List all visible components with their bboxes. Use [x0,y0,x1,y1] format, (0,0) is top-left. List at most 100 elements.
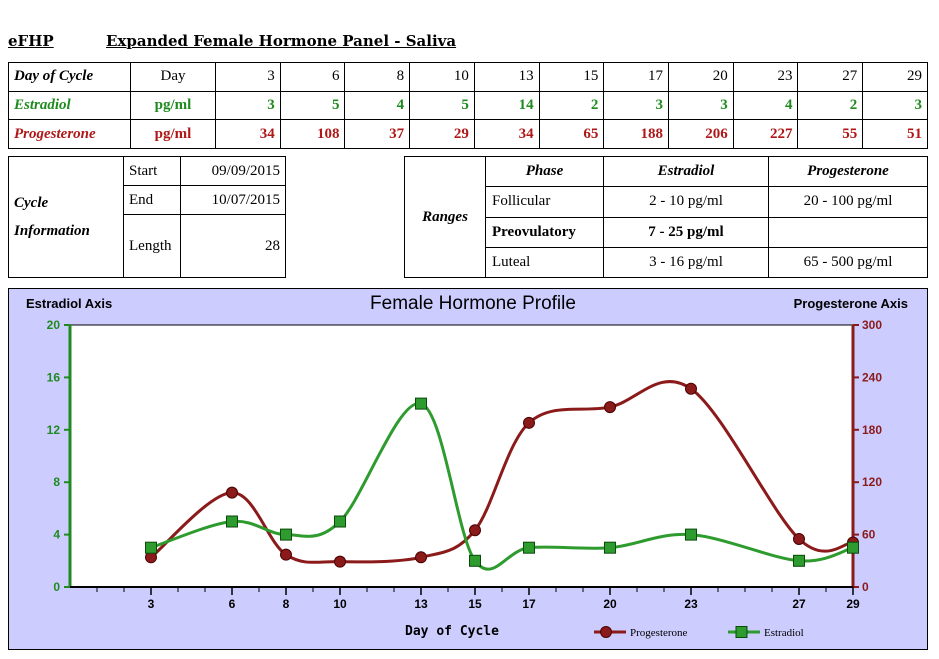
chart-title: Female Hormone Profile [370,293,576,314]
estradiol-point [523,541,535,554]
legend-progesterone-marker [600,626,612,638]
start-date: 09/09/2015 [180,156,286,186]
day-cell: 8 [344,62,411,92]
progesterone-cell: 65 [538,119,605,149]
preovulatory-progesterone-range [768,216,928,248]
estradiol-point [685,528,697,541]
estradiol-tick-label: 8 [53,475,60,489]
luteal-progesterone-range: 65 - 500 pg/ml [768,246,928,279]
progesterone-cell: 29 [409,119,475,149]
estradiol-row-label: Estradiol [8,90,131,121]
progesterone-axis-label: Progesterone Axis [794,296,908,311]
report-code: eFHP [8,32,54,50]
estradiol-cell: 2 [538,90,605,121]
cycle-length: 28 [180,214,286,278]
estradiol-tick-label: 0 [53,580,60,594]
end-date: 10/07/2015 [180,185,286,215]
cycle-information-table: Cycle Information Start 09/09/2015 End 1… [8,156,286,278]
start-label: Start [123,156,181,186]
progesterone-tick-label: 180 [862,423,882,437]
day-row: Day of Cycle Day 3 6 8 10 13 15 17 20 23… [8,62,928,92]
x-tick-label: 23 [684,597,698,611]
progesterone-point [226,486,238,499]
legend-progesterone-label: Progesterone [630,627,688,639]
estradiol-cell: 2 [797,90,864,121]
day-row-label: Day of Cycle [8,62,131,92]
estradiol-cell: 5 [279,90,346,121]
plot-area [69,324,854,588]
legend-estradiol-label: Estradiol [764,627,804,639]
progesterone-point [334,555,346,568]
progesterone-point [685,382,697,395]
estradiol-row: Estradiol pg/ml 3 5 4 5 14 2 3 3 4 2 3 [8,90,928,121]
cycle-label-line1: Cycle [14,195,49,211]
estradiol-point [793,554,805,567]
progesterone-row-unit: pg/ml [130,119,216,149]
day-cell: 13 [473,62,540,92]
x-tick-label: 6 [229,597,236,611]
ranges-label: Ranges [404,156,486,278]
day-cell: 15 [538,62,605,92]
estradiol-point [280,528,292,541]
report-title: Expanded Female Hormone Panel - Saliva [106,32,457,50]
x-tick-label: 27 [792,597,806,611]
cycle-label-line2: Information [14,223,90,239]
series-layer [145,380,859,571]
progesterone-row-label: Progesterone [8,119,131,149]
x-tick-label: 8 [283,597,290,611]
progesterone-cell: 227 [732,119,799,149]
estradiol-cell: 3 [668,90,734,121]
legend-estradiol-marker [735,626,748,638]
estradiol-point [226,515,238,528]
hormone-profile-chart: Female Hormone Profile Estradiol Axis Pr… [8,288,928,650]
legend: Progesterone Estradiol [594,626,804,639]
estradiol-row-unit: pg/ml [130,90,216,121]
progesterone-cell: 55 [797,119,864,149]
progesterone-tick-label: 240 [862,370,882,384]
day-cell: 17 [603,62,670,92]
day-cell: 6 [279,62,346,92]
progesterone-cell: 51 [862,119,928,149]
phase-preovulatory: Preovulatory [485,216,604,248]
progesterone-tick-label: 60 [862,528,876,542]
end-label: End [123,185,181,215]
progesterone-point [523,416,535,429]
estradiol-tick-label: 16 [47,370,61,384]
progesterone-cell: 206 [668,119,734,149]
estradiol-point [604,541,616,554]
day-cell: 27 [797,62,864,92]
estradiol-cell: 4 [344,90,411,121]
estradiol-axis-label: Estradiol Axis [26,296,112,311]
phase-luteal: Luteal [485,246,604,279]
estradiol-header: Estradiol [603,155,769,188]
progesterone-point [793,532,805,545]
x-axis-label: Day of Cycle [405,624,499,639]
hormone-values-table: Day of Cycle Day 3 6 8 10 13 15 17 20 23… [8,62,928,149]
progesterone-tick-label: 120 [862,475,882,489]
day-cell: 10 [409,62,475,92]
day-cell: 23 [732,62,799,92]
x-tick-label: 29 [846,597,860,611]
estradiol-point [145,541,157,554]
x-tick-label: 15 [468,597,482,611]
estradiol-point [847,541,859,554]
phase-follicular: Follicular [485,186,604,218]
x-tick-label: 3 [148,597,155,611]
x-tick-label: 20 [603,597,617,611]
progesterone-tick-label: 0 [862,580,869,594]
progesterone-point [415,551,427,564]
progesterone-cell: 37 [344,119,411,149]
progesterone-cell: 108 [279,119,346,149]
estradiol-point [415,397,427,410]
length-label: Length [123,214,181,278]
progesterone-row: Progesterone pg/ml 34 108 37 29 34 65 18… [8,119,928,149]
estradiol-cell: 4 [732,90,799,121]
x-tick-label: 17 [522,597,536,611]
reference-ranges-table: Ranges Phase Estradiol Progesterone Foll… [404,155,928,279]
day-cell: 29 [862,62,928,92]
progesterone-cell: 34 [473,119,540,149]
progesterone-header: Progesterone [768,155,928,188]
progesterone-line [150,380,854,564]
estradiol-tick-label: 20 [47,318,61,332]
estradiol-tick-label: 4 [53,528,60,542]
